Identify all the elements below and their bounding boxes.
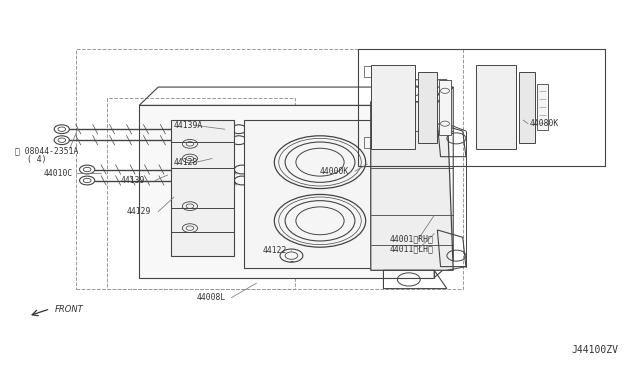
Polygon shape xyxy=(537,84,548,131)
Text: 44139A: 44139A xyxy=(174,121,204,130)
Polygon shape xyxy=(171,120,234,256)
Text: 44128: 44128 xyxy=(174,158,198,167)
Text: 44122: 44122 xyxy=(263,246,287,254)
Polygon shape xyxy=(476,65,516,149)
Polygon shape xyxy=(139,105,434,278)
Polygon shape xyxy=(371,65,415,149)
Text: 44001＜RH＞: 44001＜RH＞ xyxy=(390,235,434,244)
Text: 44139: 44139 xyxy=(120,176,145,185)
Text: ( 4): ( 4) xyxy=(27,155,46,164)
Text: 44129: 44129 xyxy=(127,207,151,216)
Polygon shape xyxy=(439,80,451,135)
Text: J44100ZV: J44100ZV xyxy=(571,344,618,355)
Polygon shape xyxy=(519,72,535,142)
Text: FRONT: FRONT xyxy=(55,305,84,314)
Polygon shape xyxy=(419,72,437,142)
Polygon shape xyxy=(244,120,383,269)
Text: 44080K: 44080K xyxy=(529,119,559,128)
Text: 44000K: 44000K xyxy=(320,167,349,176)
Text: 44011＜LH＞: 44011＜LH＞ xyxy=(390,244,434,254)
Text: 44008L: 44008L xyxy=(196,293,225,302)
Text: Ⓑ 08044-2351A: Ⓑ 08044-2351A xyxy=(15,147,79,156)
Polygon shape xyxy=(371,102,453,270)
Text: 44010C: 44010C xyxy=(44,169,73,178)
